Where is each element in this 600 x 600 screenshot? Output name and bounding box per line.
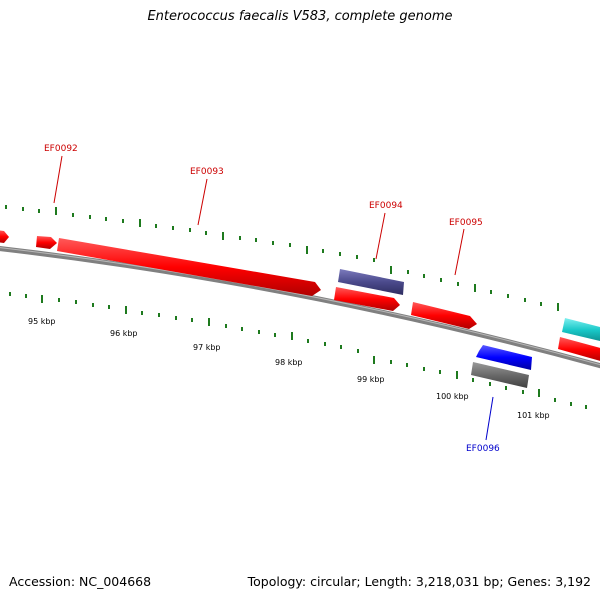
leader-line-ef0094 <box>375 212 386 260</box>
feature-purple-block[interactable] <box>338 269 404 295</box>
genome-summary-text: Topology: circular; Length: 3,218,031 bp… <box>247 574 591 589</box>
leader-line-ef0093 <box>197 178 208 226</box>
gene-label-ef0096[interactable]: EF0096 <box>466 444 500 454</box>
upper-tick-track <box>5 205 559 311</box>
gene-arrow-right-edge[interactable] <box>558 337 600 362</box>
gene-arrow-ef0096[interactable] <box>476 345 532 370</box>
gene-label-ef0094[interactable]: EF0094 <box>369 201 403 211</box>
gene-arrow-ef0094[interactable] <box>334 287 400 311</box>
genome-backbone <box>0 246 600 369</box>
gene-arrow-ef0093[interactable] <box>57 238 321 296</box>
genome-backbone-highlight <box>0 247 600 366</box>
kbp-label: 96 kbp <box>110 329 138 338</box>
kbp-label: 98 kbp <box>275 358 303 367</box>
gene-arrow-ef0095[interactable] <box>411 302 477 329</box>
kbp-label: 97 kbp <box>193 343 221 352</box>
feature-cyan-block[interactable] <box>562 318 600 342</box>
gene-arrow-left-edge[interactable] <box>0 230 9 243</box>
gene-arrow-ef0092[interactable] <box>36 236 57 249</box>
gene-label-ef0093[interactable]: EF0093 <box>190 167 224 177</box>
leader-line-ef0095 <box>454 228 465 276</box>
kbp-label: 99 kbp <box>357 375 385 384</box>
lower-tick-track <box>9 292 587 409</box>
page-title: Enterococcus faecalis V583, complete gen… <box>147 9 453 24</box>
gene-label-ef0095[interactable]: EF0095 <box>449 218 483 228</box>
kbp-label: 95 kbp <box>28 317 56 326</box>
leader-line-ef0096 <box>485 396 494 441</box>
feature-gray-block[interactable] <box>471 362 529 388</box>
accession-text: Accession: NC_004668 <box>9 574 152 589</box>
leader-line-ef0092 <box>53 155 63 204</box>
gene-label-ef0092[interactable]: EF0092 <box>44 144 78 154</box>
kbp-label: 100 kbp <box>436 392 469 401</box>
kbp-label: 101 kbp <box>517 411 550 420</box>
